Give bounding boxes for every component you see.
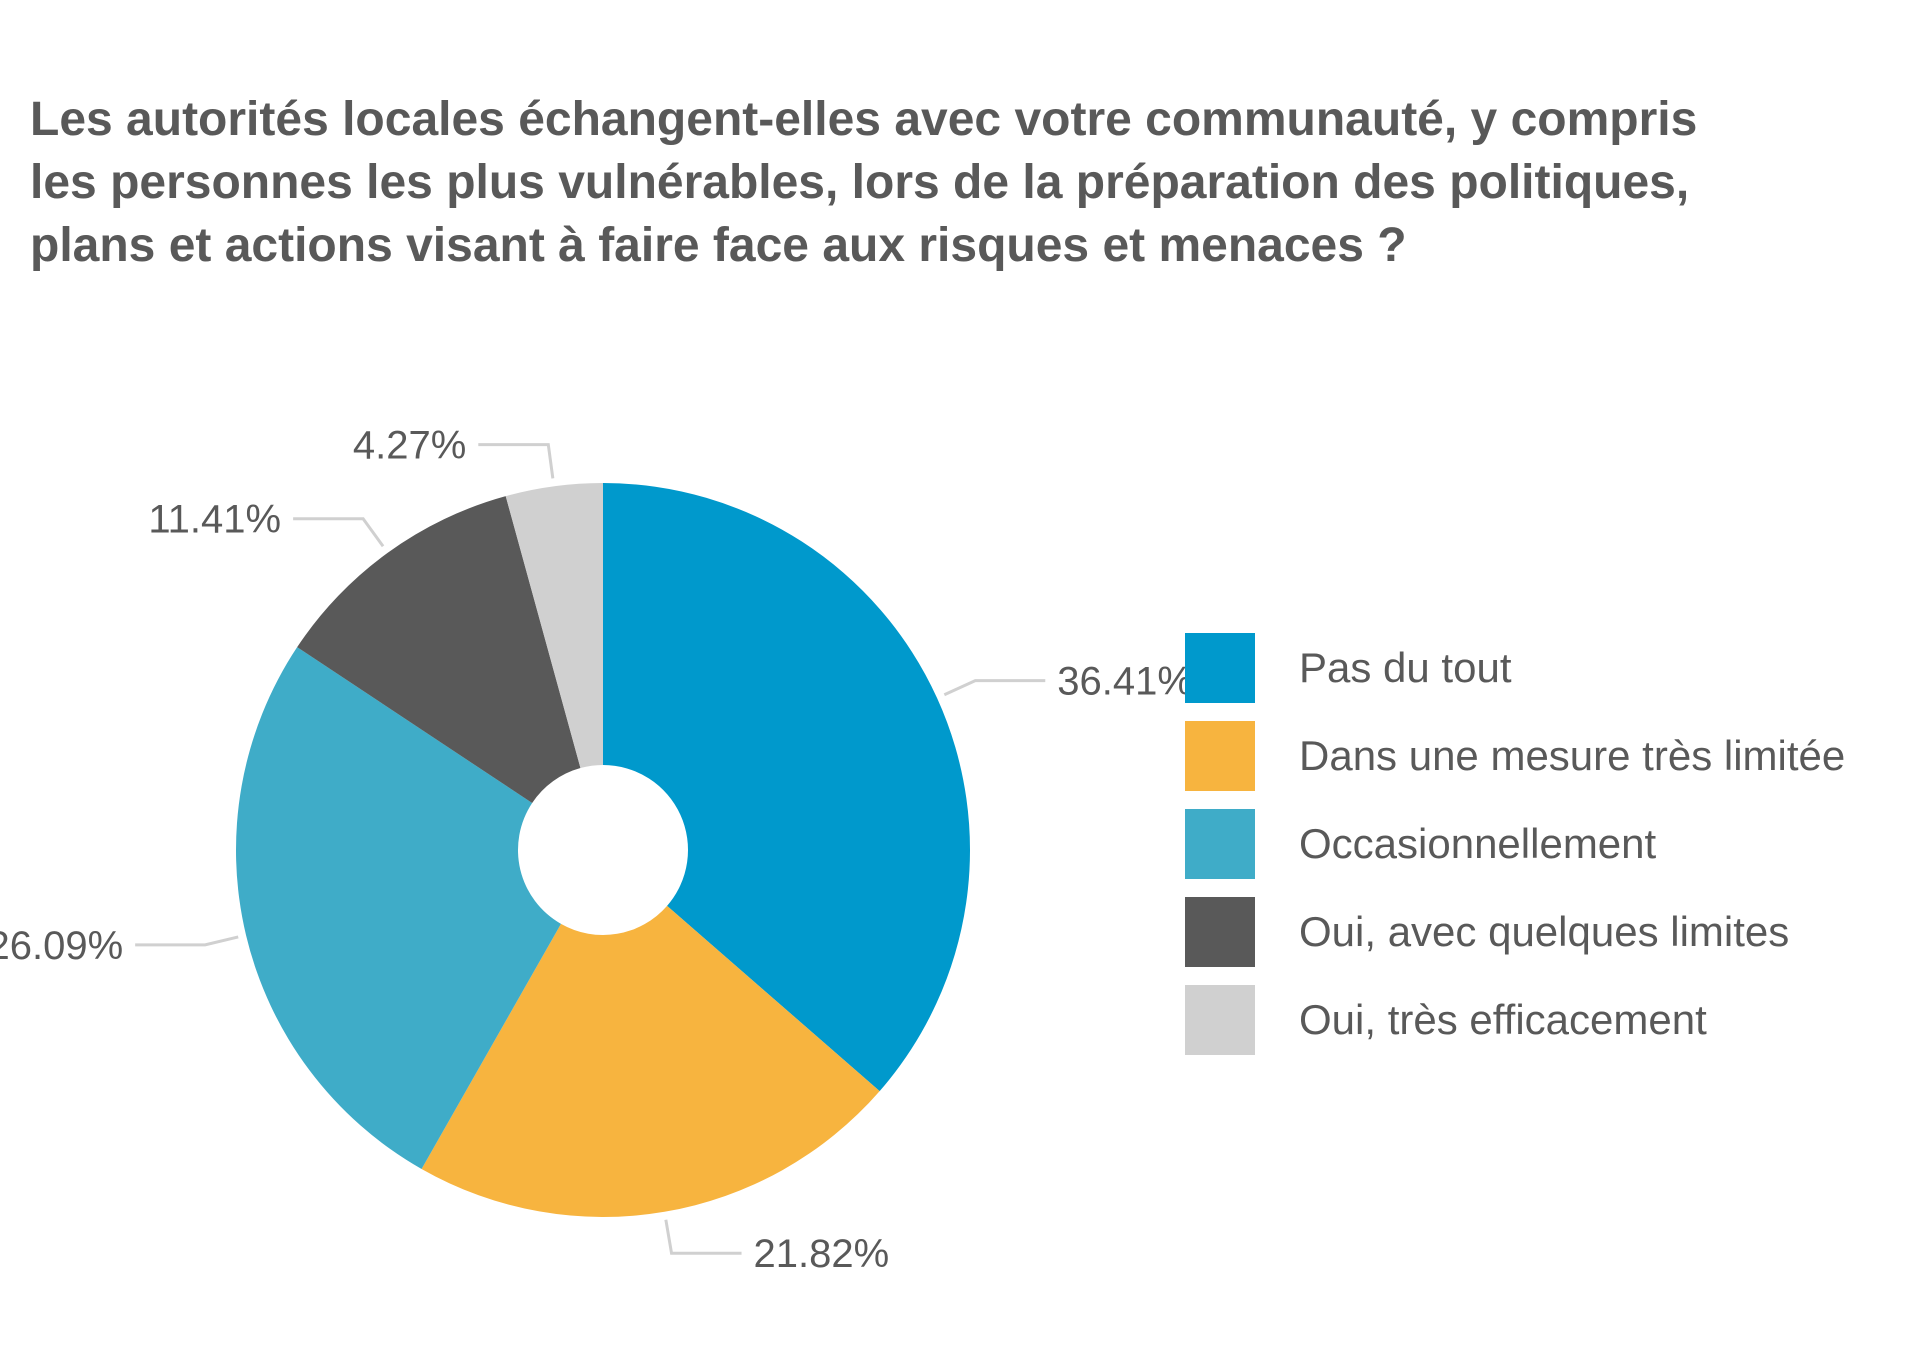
slice-dans-une-mesure-tres-limitee — [421, 905, 880, 1217]
legend-swatch — [1185, 721, 1255, 791]
leader-line-occasionnellement — [135, 935, 239, 947]
slice-label-oui-tres-efficacement: 4.27% — [353, 424, 466, 468]
slice-occasionnellement — [235, 647, 561, 1170]
slice-label-oui-avec-quelques-limites: 11.41% — [148, 498, 281, 542]
leader-line-oui-tres-efficacement — [478, 443, 555, 479]
donut-slices — [235, 483, 971, 1217]
chart-title: Les autorités locales échangent-elles av… — [30, 88, 1890, 277]
chart-title-line-3: plans et actions visant à faire face aux… — [30, 219, 1407, 272]
slice-pas-du-tout — [603, 483, 971, 1092]
leader-line-pas-du-tout — [943, 679, 1046, 697]
slice-labels: 36.41% 21.82% 26.09% 11.41% 4.27% — [0, 424, 1193, 1277]
legend-swatch — [1185, 809, 1255, 879]
legend-label: Oui, avec quelques limites — [1299, 908, 1790, 955]
slice-label-occasionnellement: 26.09% — [0, 924, 123, 968]
legend-swatch — [1185, 633, 1255, 703]
legend-label: Occasionnellement — [1299, 820, 1657, 867]
legend-label: Pas du tout — [1299, 644, 1512, 691]
slice-label-pas-du-tout: 36.41% — [1057, 660, 1193, 704]
legend-swatch — [1185, 985, 1255, 1055]
chart-title-line-1: Les autorités locales échangent-elles av… — [30, 93, 1698, 146]
chart-title-line-2: les personnes les plus vulnérables, lors… — [30, 156, 1690, 209]
legend-swatch — [1185, 897, 1255, 967]
label-leader-lines — [135, 443, 1046, 1255]
legend-label: Oui, très efficacement — [1299, 996, 1707, 1043]
leader-line-dans-une-mesure-tres-limitee — [664, 1219, 742, 1255]
slice-label-dans-une-mesure-tres-limitee: 21.82% — [754, 1232, 890, 1276]
slice-oui-avec-quelques-limites — [297, 496, 581, 804]
legend-label: Dans une mesure très limitée — [1299, 732, 1846, 779]
slice-oui-tres-efficacement — [505, 483, 603, 769]
leader-line-oui-avec-quelques-limites — [293, 517, 385, 548]
